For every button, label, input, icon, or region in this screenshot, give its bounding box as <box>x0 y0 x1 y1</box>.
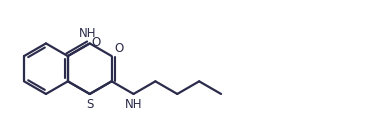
Text: O: O <box>114 42 123 55</box>
Text: NH: NH <box>125 98 143 111</box>
Text: S: S <box>86 98 93 111</box>
Text: O: O <box>92 36 101 49</box>
Text: NH: NH <box>79 27 96 40</box>
